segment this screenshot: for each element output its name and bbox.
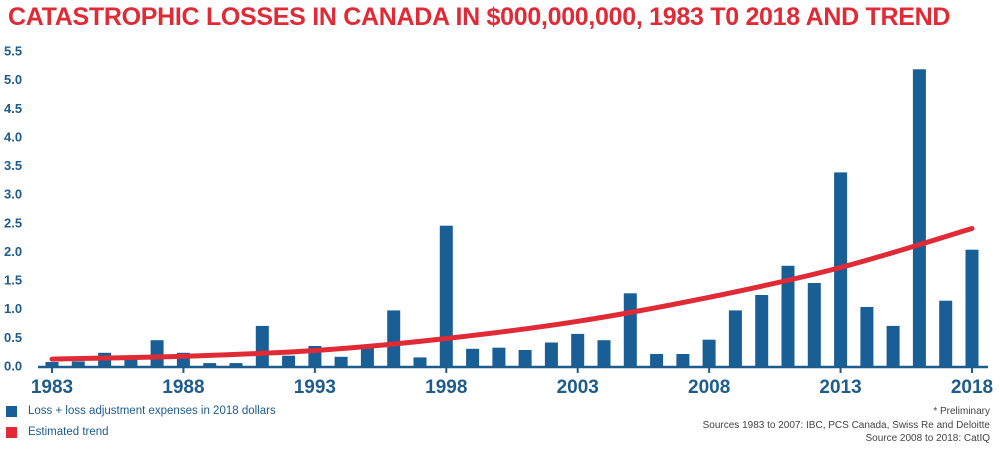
y-tick-label: 5.5 — [4, 44, 22, 59]
bars — [45, 69, 979, 367]
bar-1986 — [124, 359, 138, 366]
bar-1990 — [229, 363, 243, 366]
bar-2016 — [912, 69, 926, 367]
bar-1998 — [439, 225, 453, 366]
bar-1987 — [150, 340, 164, 366]
legend-label-trend: Estimated trend — [28, 426, 109, 438]
y-tick-label: 1.5 — [4, 273, 22, 288]
bar-2014 — [860, 307, 874, 366]
bar-2007 — [676, 354, 690, 366]
note-preliminary: * Preliminary — [933, 406, 990, 417]
x-tick-label: 2013 — [819, 377, 861, 398]
bar-2009 — [728, 310, 742, 366]
y-tick-label: 0.5 — [4, 330, 22, 345]
bar-2004 — [597, 340, 611, 366]
y-tick-label: 1.0 — [4, 301, 22, 316]
note-sources-1: Sources 1983 to 2007: IBC, PCS Canada, S… — [702, 419, 990, 431]
y-tick-label: 4.5 — [4, 101, 22, 116]
x-tick-label: 1983 — [31, 377, 73, 398]
bar-2005 — [623, 293, 637, 366]
y-tick-label: 2.0 — [4, 244, 22, 259]
bar-1984 — [71, 361, 85, 366]
x-tick-label: 2008 — [688, 377, 730, 398]
y-tick-label: 2.5 — [4, 215, 22, 230]
note-sources-2: Source 2008 to 2018: CatIQ — [865, 433, 990, 444]
x-tick-label: 1988 — [162, 377, 204, 398]
legend-swatch-bars — [6, 405, 17, 417]
y-tick-label: 3.0 — [4, 187, 22, 202]
y-tick-label: 3.5 — [4, 158, 22, 173]
bar-2006 — [650, 354, 664, 366]
bar-1994 — [334, 356, 348, 366]
x-axis: 1983 1988 1993 1998 2003 2008 2013 2018 — [31, 365, 993, 398]
bar-2010 — [755, 295, 769, 366]
legend-item-bars: Loss + loss adjustment expenses in 2018 … — [6, 405, 276, 417]
bar-2003 — [571, 333, 585, 366]
trend-line — [49, 226, 975, 362]
bar-2008 — [702, 339, 716, 366]
y-tick-label: 0.0 — [4, 359, 22, 374]
bar-1997 — [413, 357, 427, 366]
bar-1991 — [255, 325, 269, 366]
bar-1999 — [466, 348, 480, 366]
bar-1995 — [360, 346, 374, 366]
bar-2000 — [492, 347, 506, 366]
bar-2012 — [807, 283, 821, 366]
trend-curve — [49, 226, 975, 362]
bar-1996 — [387, 310, 401, 366]
x-tick-label: 2018 — [951, 377, 993, 398]
y-tick-label: 5.0 — [4, 72, 22, 87]
x-tick-label: 2003 — [557, 377, 599, 398]
legend-label-bars: Loss + loss adjustment expenses in 2018 … — [28, 405, 276, 417]
x-tick-label: 1993 — [294, 377, 336, 398]
chart-title: CATASTROPHIC LOSSES IN CANADA IN $000,00… — [8, 3, 951, 31]
x-tick-label: 1998 — [425, 377, 467, 398]
y-axis: 0.0 0.5 1.0 1.5 2.0 2.5 3.0 3.5 4.0 4.5 5.0 5.5 — [4, 44, 22, 374]
legend-swatch-trend — [6, 426, 17, 438]
bar-2015 — [886, 325, 900, 366]
bar-2001 — [518, 350, 532, 366]
bar-2011 — [781, 265, 795, 366]
bar-1989 — [203, 363, 217, 366]
source-notes: * Preliminary Sources 1983 to 2007: IBC,… — [703, 405, 990, 446]
bar-1992 — [282, 355, 296, 366]
bar-1983 — [45, 362, 59, 366]
bar-2017 — [939, 300, 953, 366]
bar-2018 — [965, 249, 979, 366]
y-tick-label: 4.0 — [4, 129, 22, 144]
legend-item-trend: Estimated trend — [6, 426, 109, 438]
bar-2002 — [544, 342, 558, 366]
